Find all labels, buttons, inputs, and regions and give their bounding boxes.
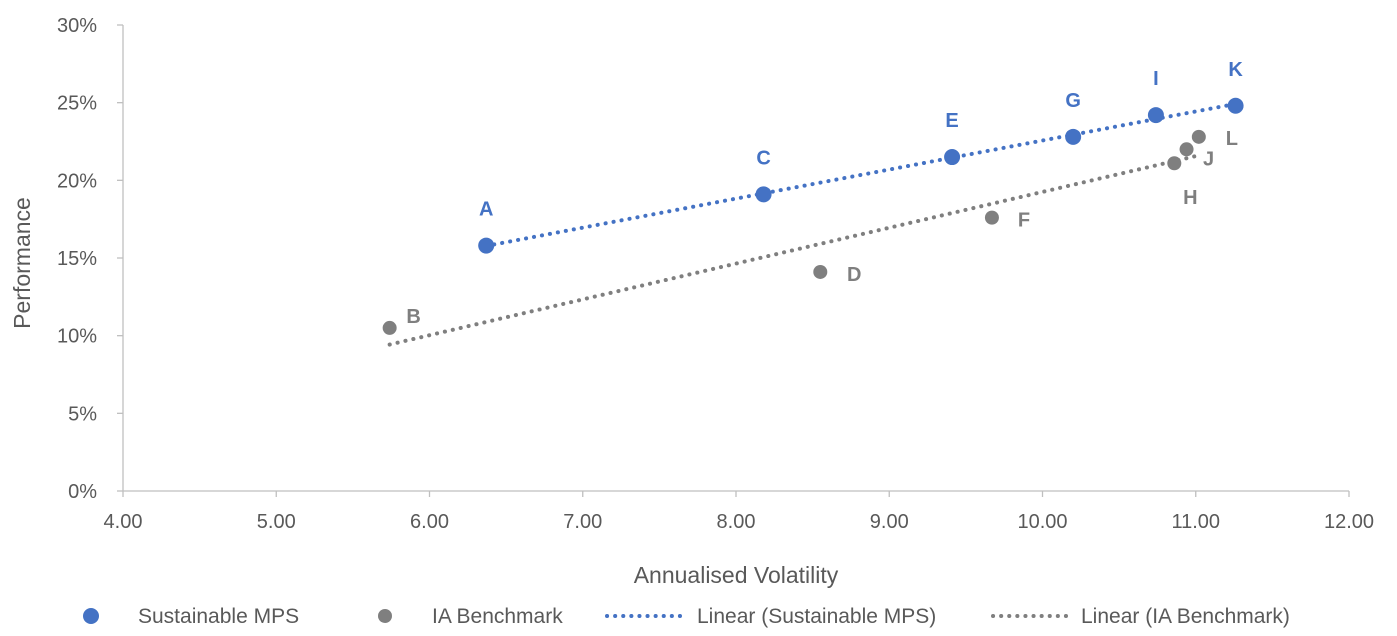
legend-marker-sustainable-mps (83, 608, 99, 624)
x-tick-label: 5.00 (257, 511, 296, 533)
point-j (1179, 142, 1194, 157)
point-l (1191, 129, 1206, 144)
legend: Sustainable MPS IA Benchmark Linear (Susta… (83, 605, 1290, 628)
trendline-sustainable-mps (484, 101, 1238, 248)
point-label-d: D (847, 264, 861, 286)
x-tick-label: 8.00 (717, 511, 756, 533)
point-label-i: I (1153, 68, 1159, 90)
point-f (984, 210, 999, 225)
y-tick-label: 30% (57, 15, 97, 37)
y-tick-label: 0% (68, 481, 97, 503)
point-i (1147, 107, 1164, 124)
x-tick-label: 7.00 (563, 511, 602, 533)
point-a (478, 237, 495, 254)
y-tick-label: 25% (57, 93, 97, 115)
point-label-g: G (1065, 90, 1081, 112)
x-tick-label: 4.00 (104, 511, 143, 533)
legend-label-linear-sustainable-mps: Linear (Sustainable MPS) (697, 605, 936, 628)
axes: 4.00 5.00 6.00 7.00 8.00 9.00 10.00 11.00 12.00 0… (57, 15, 1374, 533)
point-k (1227, 97, 1244, 114)
legend-marker-ia-benchmark (378, 609, 392, 623)
point-label-f: F (1018, 210, 1030, 232)
point-h (1167, 156, 1182, 171)
point-label-h: H (1183, 187, 1197, 209)
legend-label-linear-ia-benchmark: Linear (IA Benchmark) (1081, 605, 1290, 628)
legend-label-ia-benchmark: IA Benchmark (432, 605, 563, 628)
point-label-c: C (756, 147, 770, 169)
point-label-a: A (479, 199, 493, 221)
point-d (813, 264, 828, 279)
x-tick-label: 10.00 (1017, 511, 1067, 533)
point-label-k: K (1228, 59, 1243, 81)
point-e (944, 149, 961, 166)
x-tick-label: 9.00 (870, 511, 909, 533)
point-g (1065, 128, 1082, 145)
point-c (755, 186, 772, 203)
x-tick-label: 11.00 (1171, 511, 1220, 533)
x-axis-title: Annualised Volatility (634, 562, 839, 588)
point-label-j: J (1203, 148, 1214, 170)
y-tick-label: 15% (57, 248, 97, 270)
point-b (382, 320, 397, 335)
point-label-l: L (1226, 128, 1238, 150)
x-tick-label: 12.00 (1324, 511, 1374, 533)
point-label-b: B (406, 306, 420, 328)
x-tick-label: 6.00 (410, 511, 449, 533)
trendlines (387, 101, 1238, 347)
point-labels: A C E G I K B D F HJL (406, 59, 1243, 328)
y-tick-label: 10% (57, 326, 97, 348)
data-points (382, 97, 1244, 335)
y-axis-title: Performance (9, 197, 35, 329)
y-tick-label: 5% (68, 403, 97, 425)
legend-label-sustainable-mps: Sustainable MPS (138, 605, 299, 628)
y-tick-label: 20% (57, 170, 97, 192)
trendline-ia-benchmark (387, 153, 1201, 347)
point-label-e: E (945, 110, 958, 132)
